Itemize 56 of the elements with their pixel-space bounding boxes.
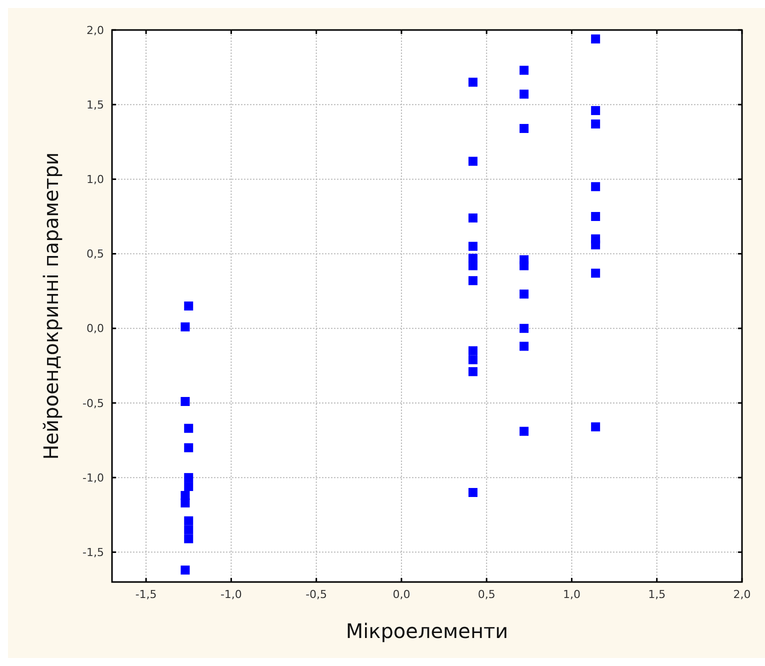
point <box>468 488 478 497</box>
point <box>468 213 478 222</box>
y-tick-label: 1,0 <box>86 173 104 186</box>
point <box>591 119 600 128</box>
point <box>184 424 194 433</box>
point <box>591 268 600 278</box>
point <box>468 261 478 270</box>
point <box>184 473 194 482</box>
point <box>520 426 529 436</box>
point <box>468 276 478 286</box>
point <box>184 482 194 492</box>
point <box>180 566 190 575</box>
point <box>184 525 194 534</box>
point <box>468 78 478 87</box>
y-tick-label: 2,0 <box>86 24 104 37</box>
point <box>180 322 190 332</box>
point <box>468 156 478 166</box>
point <box>520 261 529 270</box>
point <box>591 422 600 432</box>
x-tick-label: 1,5 <box>648 588 666 601</box>
x-tick-label: 2,0 <box>733 588 751 601</box>
point <box>184 443 194 452</box>
point <box>591 182 600 192</box>
point <box>180 498 190 508</box>
x-tick-label: 0,0 <box>392 588 410 601</box>
y-tick-label: -1,5 <box>82 546 104 560</box>
y-tick-label: 1,5 <box>86 98 104 112</box>
point <box>591 240 600 250</box>
point <box>591 212 600 221</box>
point <box>468 355 478 364</box>
x-tick-label: 0,5 <box>478 588 496 601</box>
x-tick-label: 1,0 <box>562 588 580 601</box>
point <box>591 106 600 116</box>
point <box>520 290 529 299</box>
y-axis-title: Нейроендокринні параметри <box>39 152 63 460</box>
point <box>520 324 529 333</box>
y-tick-label: -0,5 <box>82 396 104 410</box>
point <box>468 242 478 251</box>
point <box>184 302 194 310</box>
y-tick-label: 0,5 <box>86 248 104 261</box>
point <box>520 342 529 351</box>
x-tick-label: -1,5 <box>135 588 157 601</box>
point <box>520 124 529 133</box>
point <box>180 396 190 406</box>
point <box>520 66 529 75</box>
point <box>184 534 194 544</box>
x-axis-title: Мікроелементи <box>346 619 508 643</box>
x-tick-label: -0,5 <box>306 588 328 601</box>
point <box>468 367 478 376</box>
point <box>591 34 600 44</box>
point <box>184 516 194 526</box>
point <box>520 90 529 99</box>
y-tick-label: -1,0 <box>82 471 104 484</box>
x-tick-label: -1,0 <box>220 588 242 601</box>
point <box>468 346 478 356</box>
y-tick-label: 0,0 <box>86 322 104 336</box>
